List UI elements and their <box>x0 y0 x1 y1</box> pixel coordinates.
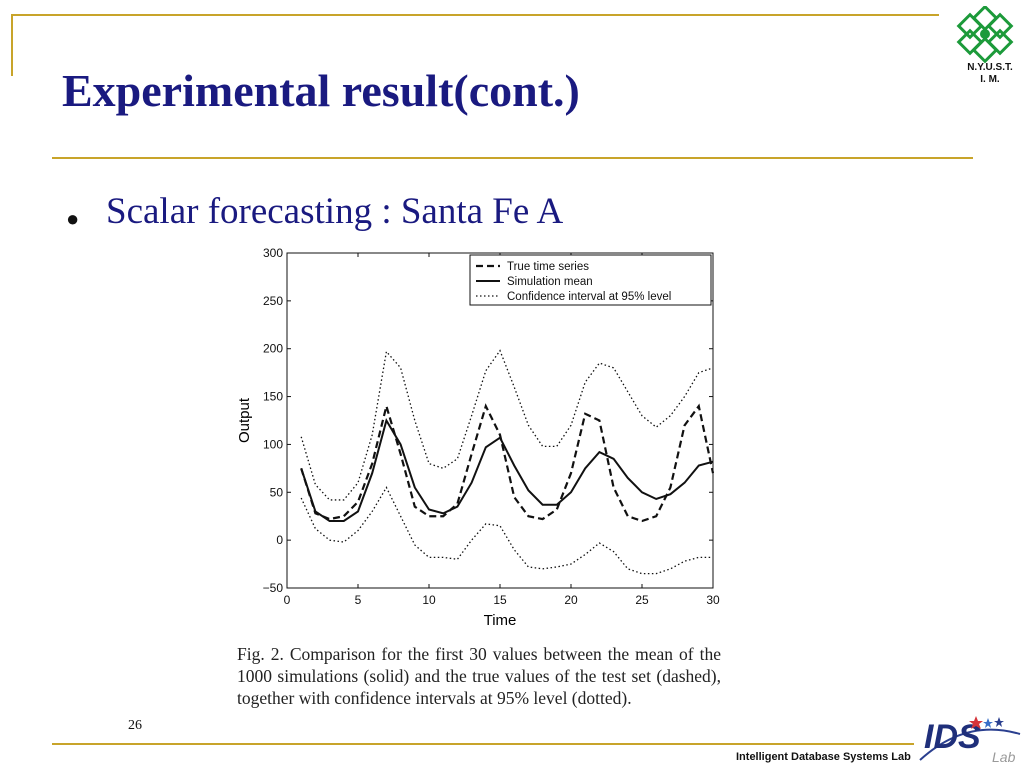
logo-caption-line2: I. M. <box>980 74 1000 85</box>
x-tick-label: 25 <box>635 593 649 607</box>
slide-title: Experimental result(cont.) <box>62 65 580 116</box>
x-axis-label: Time <box>484 612 517 629</box>
x-tick-label: 20 <box>564 593 578 607</box>
legend-box <box>469 254 712 306</box>
legend-label: True time series <box>507 261 589 273</box>
top-frame-rule <box>11 14 939 16</box>
bullet-text: Scalar forecasting : Santa Fe A <box>106 191 564 232</box>
legend-label: Confidence interval at 95% level <box>507 291 671 303</box>
footer-lab-name: Intelligent Database Systems Lab <box>736 751 911 763</box>
y-tick-label: 100 <box>263 437 283 451</box>
logo-caption: N.Y.U.S.T. I. M. <box>950 62 1024 86</box>
series-line-2 <box>300 349 714 501</box>
ids-logo-lab: Lab <box>992 749 1016 765</box>
figure-caption: Fig. 2. Comparison for the first 30 valu… <box>237 644 721 708</box>
bullet-dot-icon: ● <box>66 206 80 231</box>
y-tick-label: 300 <box>263 246 283 260</box>
ids-logo-letters: IDS <box>924 718 981 756</box>
x-tick-label: 10 <box>422 593 436 607</box>
logo-caption-line1: N.Y.U.S.T. <box>967 62 1013 73</box>
footer-rule <box>52 743 914 745</box>
y-tick-label: 200 <box>263 342 283 356</box>
series-line-3 <box>300 486 713 575</box>
series-lines <box>300 349 715 575</box>
series-line-1 <box>300 417 714 522</box>
y-tick-label: 0 <box>276 533 283 547</box>
y-axis-label: Output <box>236 397 253 443</box>
ids-lab-logo-icon: IDS Lab <box>919 716 1021 765</box>
series-line-0 <box>300 401 715 523</box>
x-tick-label: 15 <box>493 593 507 607</box>
legend-label: Simulation mean <box>507 276 593 288</box>
legend: True time series Simulation mean Confidenc… <box>469 254 712 306</box>
y-tick-label: 50 <box>270 485 284 499</box>
x-tick-label: 5 <box>355 593 362 607</box>
page-number: 26 <box>128 718 142 733</box>
left-frame-rule <box>11 14 13 76</box>
y-tick-label: −50 <box>263 581 284 595</box>
title-underline <box>52 157 973 159</box>
y-tick-label: 250 <box>263 294 283 308</box>
plot-frame <box>286 252 714 589</box>
nyust-logo-icon <box>956 6 1014 64</box>
y-tick-label: 150 <box>263 390 283 404</box>
x-tick-label: 0 <box>284 593 291 607</box>
x-tick-label: 30 <box>706 593 720 607</box>
